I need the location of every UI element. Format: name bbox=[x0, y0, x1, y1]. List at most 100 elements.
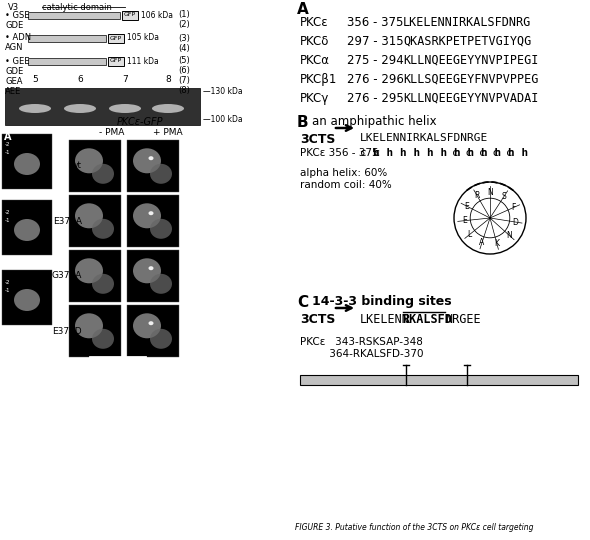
Bar bbox=[69, 305, 121, 357]
Bar bbox=[127, 195, 179, 247]
Text: AGN: AGN bbox=[5, 44, 24, 52]
Text: QKASRKPETPETVGIYQG: QKASRKPETPETVGIYQG bbox=[403, 35, 531, 48]
Bar bbox=[69, 140, 121, 192]
Text: 276 - 296: 276 - 296 bbox=[347, 73, 404, 86]
Text: 7: 7 bbox=[122, 75, 128, 84]
Text: (4): (4) bbox=[178, 44, 190, 52]
Text: KLLNQEEGEYYNVPIPEGI: KLLNQEEGEYYNVPIPEGI bbox=[403, 54, 538, 67]
Ellipse shape bbox=[133, 258, 161, 284]
Bar bbox=[127, 250, 179, 302]
Text: L: L bbox=[468, 230, 472, 239]
Text: GFP: GFP bbox=[110, 58, 122, 64]
Bar bbox=[69, 250, 121, 302]
Text: 275 - 294: 275 - 294 bbox=[347, 54, 404, 67]
Text: 356 - 375: 356 - 375 bbox=[347, 16, 404, 29]
Ellipse shape bbox=[149, 321, 153, 325]
Bar bbox=[127, 305, 179, 357]
Text: E374D: E374D bbox=[53, 327, 82, 335]
Ellipse shape bbox=[133, 203, 161, 228]
Text: • GEE: • GEE bbox=[5, 57, 30, 65]
Text: (5): (5) bbox=[178, 57, 190, 65]
Text: 8: 8 bbox=[165, 75, 171, 84]
Text: wt: wt bbox=[71, 161, 82, 171]
Text: • GSE: • GSE bbox=[5, 10, 30, 19]
Ellipse shape bbox=[14, 153, 40, 175]
Ellipse shape bbox=[109, 104, 141, 113]
Text: —100 kDa: —100 kDa bbox=[203, 116, 242, 125]
Text: (8): (8) bbox=[178, 86, 190, 96]
Text: R: R bbox=[474, 191, 480, 200]
Text: PKCα: PKCα bbox=[300, 54, 330, 67]
Text: GFP: GFP bbox=[124, 12, 136, 17]
Text: alpha helix: 60%
random coil: 40%: alpha helix: 60% random coil: 40% bbox=[300, 168, 392, 190]
Text: B: B bbox=[297, 115, 309, 130]
Text: 106 kDa: 106 kDa bbox=[141, 10, 173, 19]
Text: E: E bbox=[462, 216, 467, 225]
Text: (1): (1) bbox=[178, 10, 190, 19]
Bar bbox=[28, 58, 106, 65]
Text: PKCε   343-RSKSAP-348
         364-RKALSFD-370: PKCε 343-RSKSAP-348 364-RKALSFD-370 bbox=[300, 337, 424, 359]
Bar bbox=[2, 200, 52, 255]
Text: PKCε: PKCε bbox=[300, 16, 329, 29]
Text: catalytic domain: catalytic domain bbox=[42, 3, 112, 12]
Text: -1: -1 bbox=[5, 287, 11, 293]
Text: 297 - 315: 297 - 315 bbox=[347, 35, 404, 48]
Text: 105 kDa: 105 kDa bbox=[127, 33, 159, 43]
Text: GDE: GDE bbox=[5, 21, 23, 30]
Text: -1: -1 bbox=[5, 151, 11, 156]
Text: NRGEE: NRGEE bbox=[445, 313, 481, 326]
Ellipse shape bbox=[64, 104, 96, 113]
Text: KLLSQEEGEYFNVPVPPEG: KLLSQEEGEYFNVPVPPEG bbox=[403, 73, 538, 86]
Text: -2: -2 bbox=[5, 143, 11, 147]
Text: (7): (7) bbox=[178, 77, 190, 85]
Text: • ADN: • ADN bbox=[5, 33, 31, 43]
Bar bbox=[2, 134, 52, 189]
Text: KLLNQEEGEYYNVPVADAI: KLLNQEEGEYYNVPVADAI bbox=[403, 92, 538, 105]
Ellipse shape bbox=[75, 203, 103, 228]
Text: 14-3-3 binding sites: 14-3-3 binding sites bbox=[312, 295, 451, 308]
Text: N: N bbox=[506, 231, 512, 240]
Text: FIGURE 3. Putative function of the 3CTS on PKCε cell targeting: FIGURE 3. Putative function of the 3CTS … bbox=[295, 523, 533, 532]
Ellipse shape bbox=[150, 164, 172, 184]
Text: RKALSFD: RKALSFD bbox=[403, 313, 453, 326]
Text: A: A bbox=[297, 2, 309, 17]
Ellipse shape bbox=[149, 211, 153, 215]
Text: D: D bbox=[513, 218, 519, 227]
Text: PKCβ1: PKCβ1 bbox=[300, 73, 337, 86]
Ellipse shape bbox=[19, 104, 51, 113]
Bar bbox=[108, 57, 124, 66]
Text: 3CTS: 3CTS bbox=[300, 313, 335, 326]
Bar bbox=[5, 88, 200, 125]
Text: PKCε-GFP: PKCε-GFP bbox=[117, 117, 163, 127]
Ellipse shape bbox=[133, 313, 161, 338]
Text: 276 - 295: 276 - 295 bbox=[347, 92, 404, 105]
Text: G373A: G373A bbox=[52, 272, 82, 280]
Text: 111 kDa: 111 kDa bbox=[127, 57, 159, 65]
Ellipse shape bbox=[92, 329, 114, 349]
Text: -2: -2 bbox=[5, 280, 11, 285]
Text: N: N bbox=[487, 187, 493, 197]
Bar bbox=[300, 375, 578, 385]
Ellipse shape bbox=[150, 274, 172, 294]
Text: K: K bbox=[494, 239, 499, 247]
Text: GFP: GFP bbox=[110, 36, 122, 40]
Ellipse shape bbox=[14, 289, 40, 311]
Bar bbox=[2, 270, 52, 325]
Text: (2): (2) bbox=[178, 21, 190, 30]
Ellipse shape bbox=[75, 258, 103, 284]
Ellipse shape bbox=[75, 313, 103, 338]
Ellipse shape bbox=[152, 104, 184, 113]
Bar bbox=[127, 140, 179, 192]
Bar bbox=[69, 195, 121, 247]
Text: h h h h h h h h h h h h: h h h h h h h h h h h h bbox=[373, 148, 528, 158]
Text: AEE: AEE bbox=[5, 86, 21, 96]
Ellipse shape bbox=[150, 219, 172, 239]
Text: c c: c c bbox=[360, 148, 380, 158]
Text: S: S bbox=[502, 192, 506, 201]
Text: c c c c c: c c c c c bbox=[452, 148, 513, 158]
Text: GEA: GEA bbox=[5, 77, 22, 85]
Text: + PMA: + PMA bbox=[153, 128, 183, 137]
Text: -2: -2 bbox=[5, 210, 11, 214]
Text: A: A bbox=[479, 238, 484, 247]
Text: PKCε 356 - 375: PKCε 356 - 375 bbox=[300, 148, 379, 158]
